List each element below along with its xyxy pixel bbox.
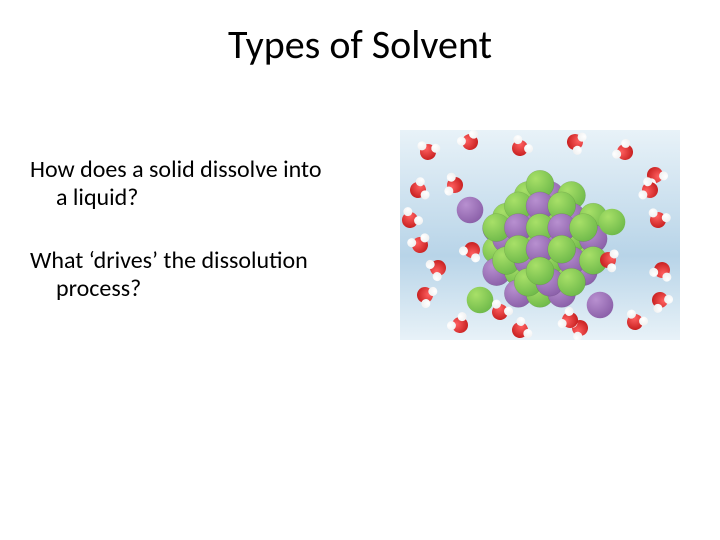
q1-line2: a liquid? xyxy=(30,184,370,212)
q2-line2: process? xyxy=(30,275,370,303)
q1-line1: How does a solid dissolve into xyxy=(30,156,370,184)
q2-line1: What ‘drives’ the dissolution xyxy=(30,247,370,275)
dissolution-illustration xyxy=(400,130,680,340)
page-title: Types of Solvent xyxy=(0,20,720,69)
question-1: How does a solid dissolve into a liquid? xyxy=(30,156,370,211)
question-2: What ‘drives’ the dissolution process? xyxy=(30,247,370,302)
body-text: How does a solid dissolve into a liquid?… xyxy=(30,156,370,302)
